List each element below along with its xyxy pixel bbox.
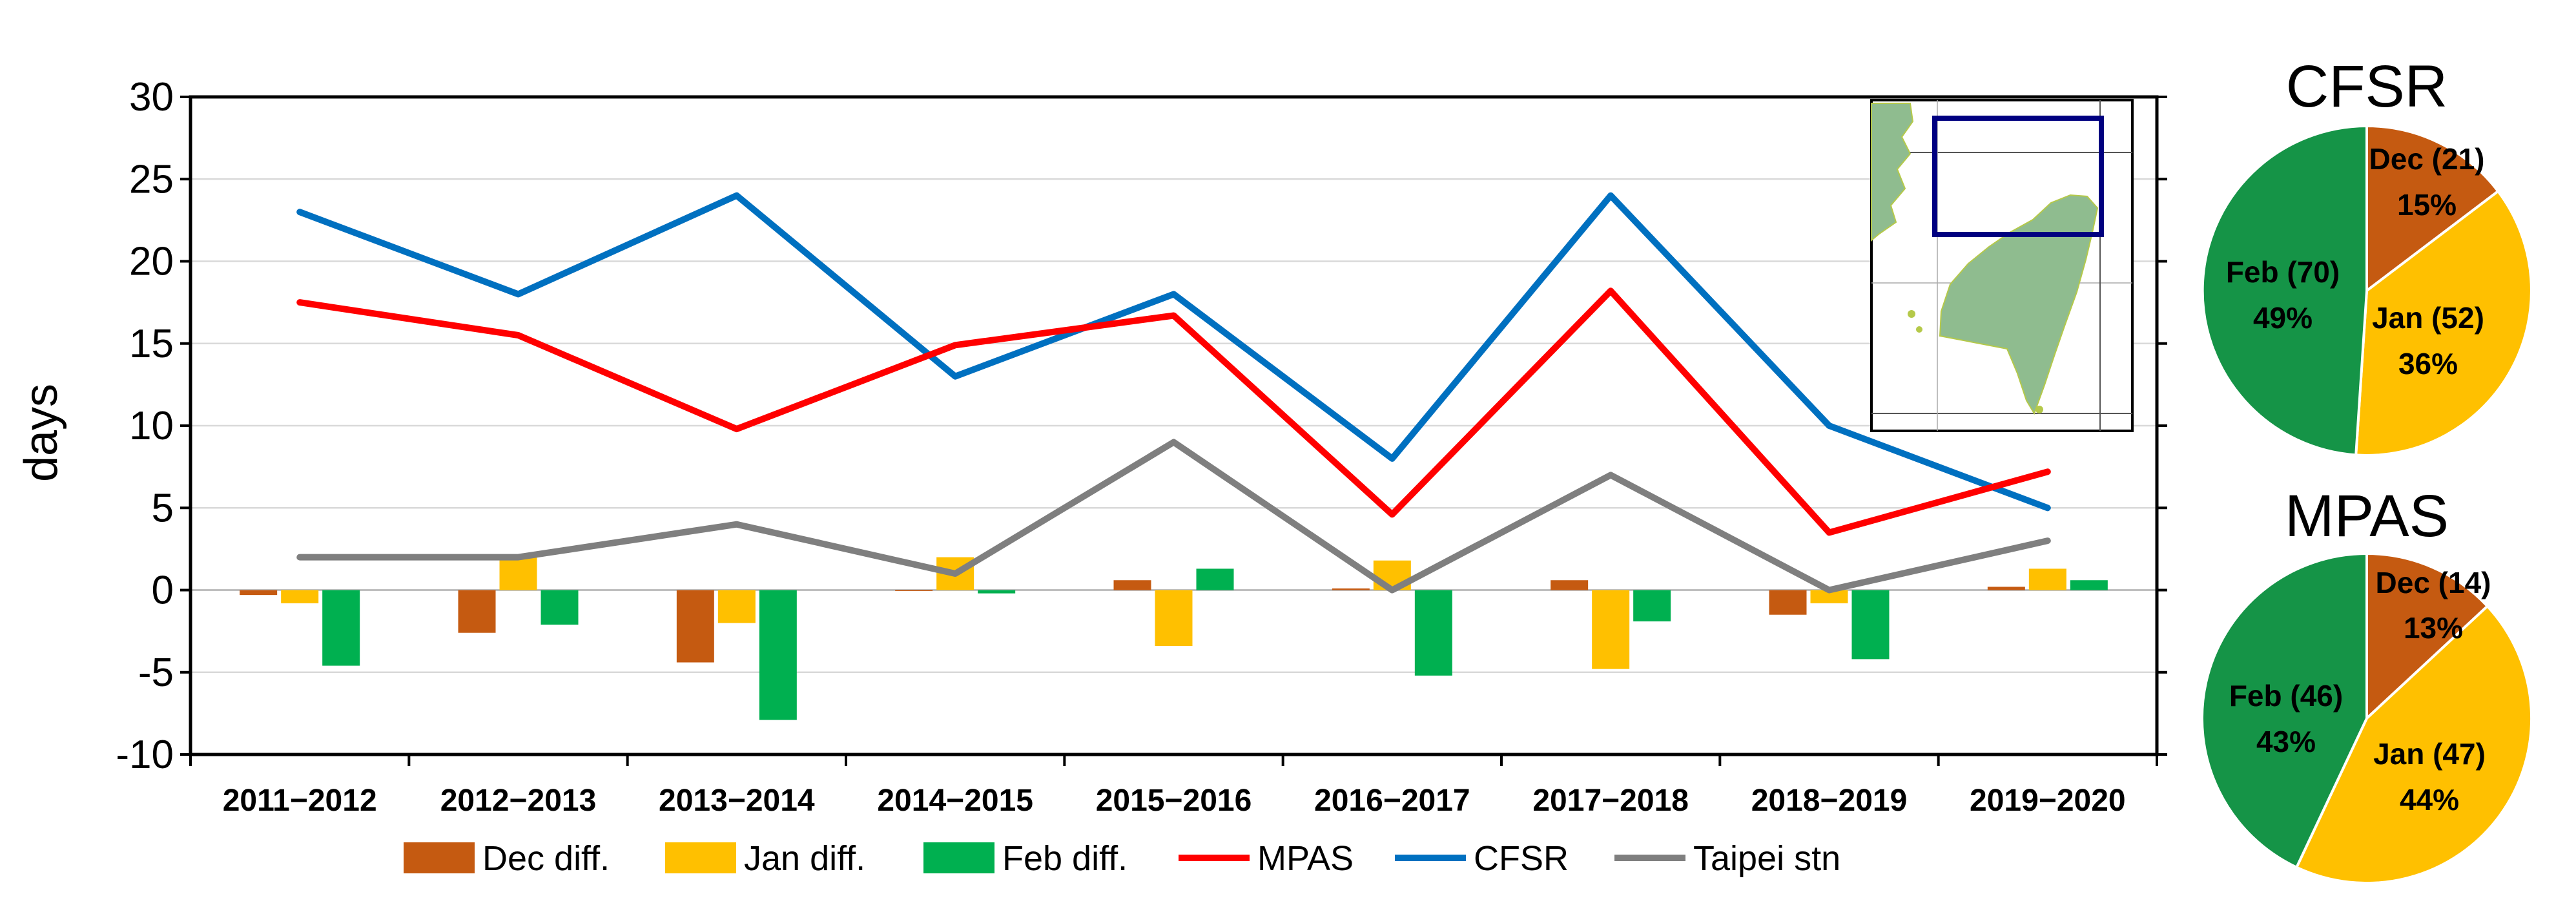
pie-slice-percent: 44% xyxy=(2400,783,2459,817)
y-tick-label: -5 xyxy=(138,650,174,695)
inset-map-island xyxy=(1939,194,2099,415)
x-tick-label: 2012−2013 xyxy=(440,784,597,818)
y-tick-label: 5 xyxy=(152,486,174,530)
bar-dec-diff xyxy=(240,590,278,596)
bar-feb-diff xyxy=(978,590,1016,594)
pie-slice-percent: 43% xyxy=(2256,725,2316,758)
pie-slice-percent: 15% xyxy=(2397,188,2457,222)
pie-slice-label: Dec (14) xyxy=(2376,566,2491,599)
bar-feb-diff xyxy=(1196,568,1234,590)
bar-dec-diff xyxy=(676,590,714,663)
pie-chart-mpas: MPAS Dec (14) 13% Jan (47) 44% Feb (46) 43% xyxy=(2200,483,2533,884)
pie-slice-dec xyxy=(2365,552,2489,722)
bar-jan-diff xyxy=(499,557,537,590)
pie-title: CFSR xyxy=(2286,54,2447,120)
line-mpas xyxy=(296,287,2051,536)
bar-jan-diff xyxy=(1155,590,1193,647)
bar-dec-diff xyxy=(895,590,933,591)
bar-feb-diff xyxy=(1851,590,1890,660)
x-tick-label: 2014−2015 xyxy=(877,784,1033,818)
x-tick-label: 2013−2014 xyxy=(659,784,815,818)
x-tick-label: 2011−2012 xyxy=(223,784,377,818)
pie-slice-label: Jan (52) xyxy=(2372,301,2484,335)
pie-slice-percent: 13% xyxy=(2404,611,2463,645)
y-tick-label: -10 xyxy=(116,733,174,777)
legend-swatch xyxy=(923,842,994,873)
legend-label: Feb diff. xyxy=(1002,839,1128,878)
y-axis: -10 -5 0 5 10 15 20 25 30 xyxy=(116,75,191,777)
bar-dec-diff xyxy=(1332,588,1370,590)
bar-feb-diff xyxy=(1633,590,1671,621)
y-tick-label: 25 xyxy=(129,157,174,202)
x-tick-label: 2016−2017 xyxy=(1314,784,1470,818)
bar-dec-diff xyxy=(1551,580,1589,590)
x-tick-label: 2017−2018 xyxy=(1532,784,1689,818)
bar-dec-diff xyxy=(1769,590,1807,615)
pie-title: MPAS xyxy=(2285,483,2449,549)
pie-slice-feb xyxy=(2200,552,2368,869)
pie-slice-label: Feb (46) xyxy=(2229,679,2343,713)
pie-slice-percent: 49% xyxy=(2253,301,2313,335)
legend-swatch xyxy=(665,842,736,873)
pie-slice-percent: 36% xyxy=(2398,347,2458,380)
legend-label: Jan diff. xyxy=(744,839,865,878)
pie-slice-dec xyxy=(2365,124,2500,294)
y-tick-label: 20 xyxy=(129,240,174,284)
inset-map-islet xyxy=(1908,310,1915,318)
bar-jan-diff xyxy=(1592,590,1630,669)
legend-swatch xyxy=(404,842,475,873)
bar-feb-diff xyxy=(2070,580,2108,590)
main-chart: -10 -5 0 5 10 15 20 25 30 2011−2012 2012−2013 2013… xyxy=(15,75,2167,878)
pie-slice-jan xyxy=(2294,604,2533,884)
legend: Dec diff. Jan diff. Feb diff. MPAS CFSR Taipe… xyxy=(404,839,1840,878)
bar-jan-diff xyxy=(1810,590,1848,603)
bar-dec-diff xyxy=(1113,580,1151,590)
legend-label: CFSR xyxy=(1474,839,1569,878)
line-cfsr xyxy=(296,192,2051,512)
pie-chart-cfsr: CFSR Dec (21) 15% Jan (52) 36% Feb (70) 49% xyxy=(2201,54,2533,457)
bars xyxy=(240,557,2108,720)
bar-dec-diff xyxy=(1987,587,2025,590)
x-tick-label: 2018−2019 xyxy=(1751,784,1908,818)
pie-slice-label: Feb (70) xyxy=(2226,255,2340,289)
pie-labels: Dec (14) 13% Jan (47) 44% Feb (46) 43% xyxy=(2229,566,2491,817)
right-axis xyxy=(2157,96,2167,756)
bar-feb-diff xyxy=(322,590,360,666)
inset-map-region-box xyxy=(1932,116,2104,237)
pie-slice-jan xyxy=(2354,189,2533,457)
y-tick-label: 30 xyxy=(129,75,174,120)
bar-jan-diff xyxy=(281,590,319,603)
legend-label: Taipei stn xyxy=(1693,839,1840,878)
bar-feb-diff xyxy=(759,590,797,720)
x-tick-label: 2015−2016 xyxy=(1096,784,1252,818)
series-lines xyxy=(296,192,2051,594)
bar-feb-diff xyxy=(1414,590,1452,676)
y-axis-title: days xyxy=(15,384,67,482)
legend-label: MPAS xyxy=(1257,839,1354,878)
bar-jan-diff xyxy=(717,590,756,623)
bar-dec-diff xyxy=(458,590,496,633)
y-tick-label: 10 xyxy=(129,404,174,448)
x-tick-label: 2019−2020 xyxy=(1970,784,2126,818)
bar-jan-diff xyxy=(2028,568,2066,590)
inset-map-islet xyxy=(1916,326,1922,333)
pie-slice-feb xyxy=(2201,124,2368,457)
bar-feb-diff xyxy=(541,590,579,625)
pie-slices xyxy=(2200,552,2533,884)
y-tick-label: 0 xyxy=(152,568,174,613)
inset-map-islet xyxy=(2035,406,2043,413)
legend-label: Dec diff. xyxy=(482,839,610,878)
y-tick-label: 15 xyxy=(129,322,174,366)
x-axis: 2011−2012 2012−2013 2013−2014 2014−2015 2015… xyxy=(189,754,2158,818)
line-taipei-stn xyxy=(296,439,2051,594)
pie-slice-label: Jan (47) xyxy=(2373,737,2486,771)
pie-slices xyxy=(2201,124,2533,457)
inset-map-mainland xyxy=(1871,103,1914,242)
pie-labels: Dec (21) 15% Jan (52) 36% Feb (70) 49% xyxy=(2226,142,2485,380)
pie-slice-label: Dec (21) xyxy=(2369,142,2485,176)
inset-map xyxy=(1870,99,2134,432)
